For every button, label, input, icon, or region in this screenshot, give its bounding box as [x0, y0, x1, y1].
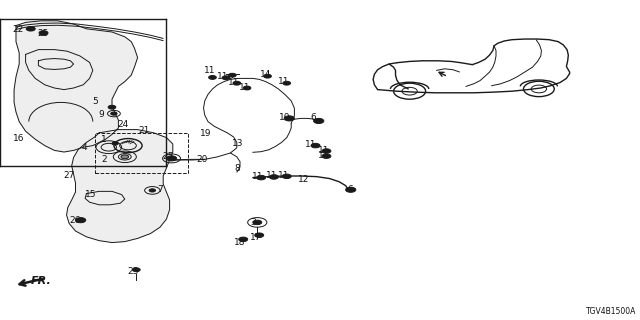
Text: 11: 11 — [252, 172, 264, 181]
Text: 23: 23 — [127, 267, 139, 276]
Circle shape — [121, 155, 129, 159]
Circle shape — [346, 187, 356, 192]
Text: 16: 16 — [13, 134, 25, 143]
Text: 5: 5 — [92, 97, 97, 106]
Text: 20: 20 — [196, 155, 207, 164]
Polygon shape — [67, 130, 173, 243]
Text: TGV4B1500A: TGV4B1500A — [586, 307, 637, 316]
Circle shape — [322, 149, 331, 153]
Circle shape — [264, 74, 271, 78]
Circle shape — [209, 76, 216, 79]
Text: 11: 11 — [204, 66, 216, 75]
Circle shape — [283, 81, 291, 85]
Text: 1: 1 — [102, 135, 107, 144]
Text: 12: 12 — [298, 175, 310, 184]
Text: 11: 11 — [305, 140, 317, 149]
Text: 13: 13 — [232, 139, 244, 148]
Text: 4: 4 — [82, 143, 87, 152]
Circle shape — [314, 118, 324, 124]
Text: 11: 11 — [239, 83, 250, 92]
Circle shape — [228, 73, 236, 77]
Circle shape — [269, 175, 278, 179]
Circle shape — [26, 27, 35, 31]
Text: 8: 8 — [234, 164, 239, 173]
Text: 10: 10 — [279, 113, 291, 122]
Text: 14: 14 — [260, 70, 271, 79]
Text: 11: 11 — [217, 72, 228, 81]
Circle shape — [132, 268, 140, 272]
Circle shape — [282, 174, 291, 179]
Circle shape — [257, 175, 266, 180]
Text: 11: 11 — [318, 146, 330, 155]
Text: 15: 15 — [85, 190, 97, 199]
Circle shape — [322, 154, 331, 158]
Text: 25: 25 — [163, 152, 174, 161]
Text: 19: 19 — [200, 129, 212, 138]
Text: 25: 25 — [38, 29, 49, 38]
Text: 3: 3 — [250, 218, 255, 227]
Text: 11: 11 — [278, 171, 289, 180]
Text: 7: 7 — [157, 185, 163, 194]
Text: 18: 18 — [234, 238, 246, 247]
Text: 11: 11 — [266, 172, 277, 180]
Text: 11: 11 — [318, 151, 330, 160]
Text: 6: 6 — [311, 113, 316, 122]
Text: 27: 27 — [63, 171, 75, 180]
Circle shape — [284, 116, 294, 121]
Circle shape — [233, 81, 241, 85]
Text: 11: 11 — [278, 77, 289, 86]
Text: 26: 26 — [70, 216, 81, 225]
Circle shape — [239, 237, 248, 242]
Text: 17: 17 — [250, 233, 262, 242]
Circle shape — [39, 31, 48, 35]
Circle shape — [166, 156, 177, 161]
Circle shape — [311, 143, 320, 148]
Circle shape — [149, 189, 156, 192]
Circle shape — [111, 112, 117, 115]
Text: 21: 21 — [138, 126, 150, 135]
Text: 6: 6 — [348, 185, 353, 194]
Text: 2: 2 — [102, 155, 107, 164]
Circle shape — [76, 218, 86, 223]
Circle shape — [255, 233, 264, 237]
Text: FR.: FR. — [31, 276, 51, 286]
Circle shape — [253, 220, 262, 225]
Circle shape — [108, 105, 116, 109]
Circle shape — [112, 142, 118, 145]
Text: 22: 22 — [12, 25, 24, 34]
Bar — [95, 133, 188, 173]
Text: 24: 24 — [117, 120, 129, 129]
Polygon shape — [14, 21, 138, 152]
Text: 9: 9 — [99, 110, 104, 119]
Text: 11: 11 — [228, 78, 239, 87]
Circle shape — [222, 76, 230, 80]
Circle shape — [243, 86, 251, 90]
